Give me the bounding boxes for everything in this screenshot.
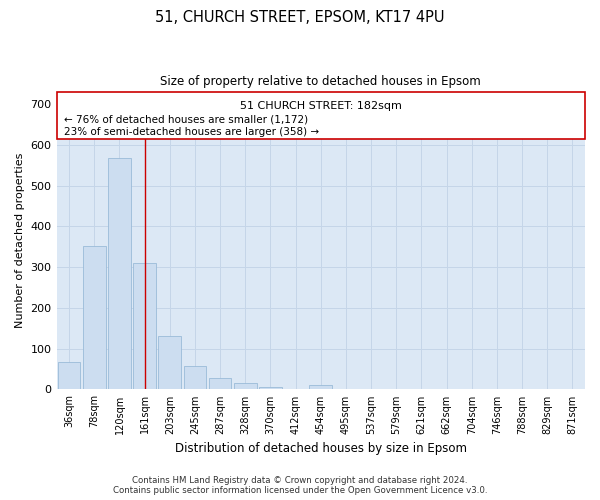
Bar — [133, 262, 156, 390]
Y-axis label: Number of detached properties: Number of detached properties — [15, 153, 25, 328]
Title: Size of property relative to detached houses in Epsom: Size of property relative to detached ho… — [160, 75, 481, 88]
Text: Contains HM Land Registry data © Crown copyright and database right 2024.
Contai: Contains HM Land Registry data © Crown c… — [113, 476, 487, 495]
Bar — [83, 246, 106, 390]
Bar — [108, 158, 131, 390]
Bar — [259, 388, 282, 390]
Bar — [56, 92, 585, 139]
Bar — [58, 362, 80, 390]
Text: ← 76% of detached houses are smaller (1,172): ← 76% of detached houses are smaller (1,… — [64, 114, 308, 124]
Bar — [310, 386, 332, 390]
Text: 51 CHURCH STREET: 182sqm: 51 CHURCH STREET: 182sqm — [240, 102, 402, 112]
X-axis label: Distribution of detached houses by size in Epsom: Distribution of detached houses by size … — [175, 442, 467, 455]
Text: 51, CHURCH STREET, EPSOM, KT17 4PU: 51, CHURCH STREET, EPSOM, KT17 4PU — [155, 10, 445, 25]
Bar — [209, 378, 232, 390]
Bar — [234, 384, 257, 390]
Bar — [184, 366, 206, 390]
Bar — [158, 336, 181, 390]
Text: 23% of semi-detached houses are larger (358) →: 23% of semi-detached houses are larger (… — [64, 127, 319, 137]
